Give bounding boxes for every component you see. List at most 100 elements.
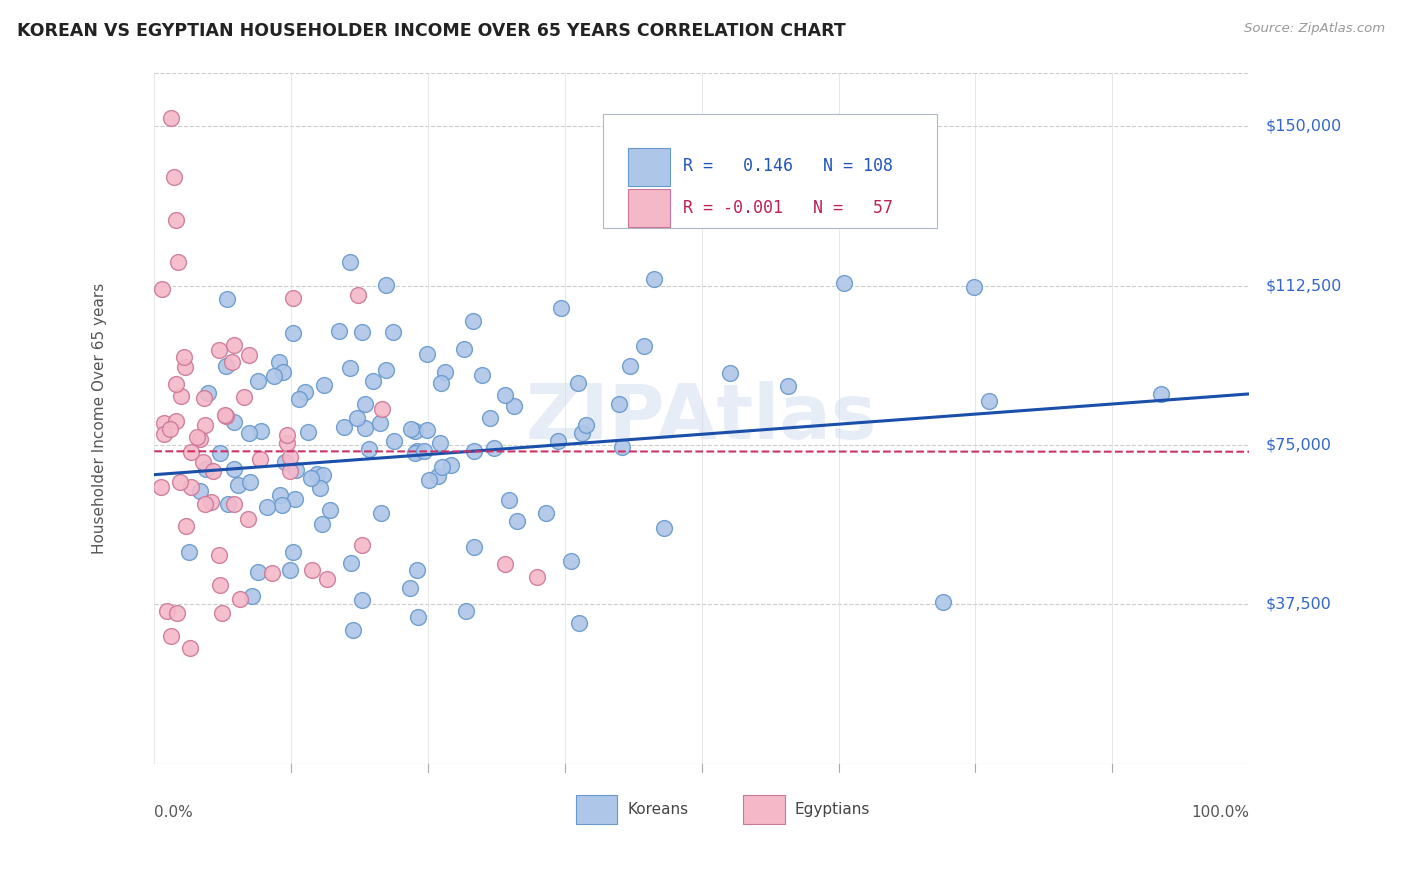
Point: [190, 433, 212, 447]
Point: [197, 386, 219, 401]
Point: [150, 480, 173, 494]
Point: [311, 516, 333, 531]
Point: [159, 629, 181, 643]
Point: [342, 623, 364, 637]
Point: [312, 467, 335, 482]
Point: [163, 170, 186, 185]
Point: [179, 641, 201, 656]
Point: [534, 506, 557, 520]
Point: [357, 442, 380, 456]
Point: [494, 388, 516, 402]
Point: [316, 573, 339, 587]
Point: [832, 277, 855, 291]
Point: [406, 443, 429, 458]
Text: $112,500: $112,500: [1265, 278, 1341, 293]
Point: [505, 515, 527, 529]
Text: 0.0%: 0.0%: [155, 805, 193, 820]
Point: [463, 314, 485, 328]
Point: [643, 271, 665, 285]
Point: [314, 378, 336, 392]
Point: [256, 500, 278, 515]
Point: [215, 359, 238, 374]
Point: [571, 426, 593, 441]
Point: [381, 325, 404, 339]
Point: [294, 385, 316, 400]
Point: [239, 475, 262, 490]
Point: [208, 446, 231, 460]
Point: [278, 450, 301, 464]
Point: [567, 376, 589, 391]
Point: [307, 467, 329, 482]
Point: [152, 426, 174, 441]
Point: [246, 566, 269, 580]
Point: [150, 282, 173, 296]
Point: [399, 422, 422, 436]
Text: $150,000: $150,000: [1265, 119, 1341, 134]
Point: [260, 566, 283, 581]
Point: [287, 392, 309, 407]
FancyBboxPatch shape: [628, 189, 669, 227]
Point: [352, 538, 374, 552]
Point: [194, 417, 217, 432]
Point: [463, 444, 485, 458]
Text: ZIPAtlas: ZIPAtlas: [526, 382, 877, 455]
Point: [1150, 387, 1173, 401]
Point: [249, 451, 271, 466]
Point: [560, 554, 582, 568]
Point: [297, 425, 319, 439]
Point: [547, 434, 569, 449]
Point: [208, 578, 231, 592]
Point: [285, 463, 308, 477]
Point: [977, 394, 1000, 409]
Point: [217, 292, 239, 306]
Point: [156, 604, 179, 618]
Point: [180, 444, 202, 458]
Point: [432, 459, 454, 474]
Point: [167, 255, 190, 269]
Point: [963, 280, 986, 294]
Point: [340, 556, 363, 570]
Point: [207, 343, 229, 358]
Point: [347, 287, 370, 301]
Point: [165, 376, 187, 391]
FancyBboxPatch shape: [603, 114, 936, 228]
Point: [375, 277, 398, 292]
Point: [276, 435, 298, 450]
Point: [575, 418, 598, 433]
Point: [238, 426, 260, 441]
Point: [194, 497, 217, 511]
FancyBboxPatch shape: [576, 795, 617, 824]
Point: [165, 414, 187, 428]
Text: Koreans: Koreans: [627, 802, 689, 817]
Point: [405, 563, 427, 577]
Point: [240, 589, 263, 603]
Point: [368, 416, 391, 430]
Point: [429, 436, 451, 450]
Point: [173, 350, 195, 364]
Point: [350, 326, 373, 340]
Point: [494, 557, 516, 571]
Point: [339, 255, 361, 269]
Point: [404, 445, 426, 459]
Point: [633, 339, 655, 353]
Point: [619, 359, 641, 373]
Point: [165, 212, 187, 227]
Point: [238, 512, 260, 526]
Point: [375, 363, 398, 377]
Point: [226, 478, 249, 492]
Point: [453, 342, 475, 356]
Point: [166, 607, 188, 621]
Point: [191, 455, 214, 469]
Point: [610, 441, 633, 455]
Point: [280, 464, 302, 478]
FancyBboxPatch shape: [628, 147, 669, 186]
Point: [399, 581, 422, 595]
Text: Source: ZipAtlas.com: Source: ZipAtlas.com: [1244, 22, 1385, 36]
Point: [301, 563, 323, 577]
Point: [159, 111, 181, 125]
Point: [607, 397, 630, 411]
Point: [328, 324, 350, 338]
Point: [299, 471, 322, 485]
FancyBboxPatch shape: [744, 795, 785, 824]
Point: [238, 348, 260, 362]
